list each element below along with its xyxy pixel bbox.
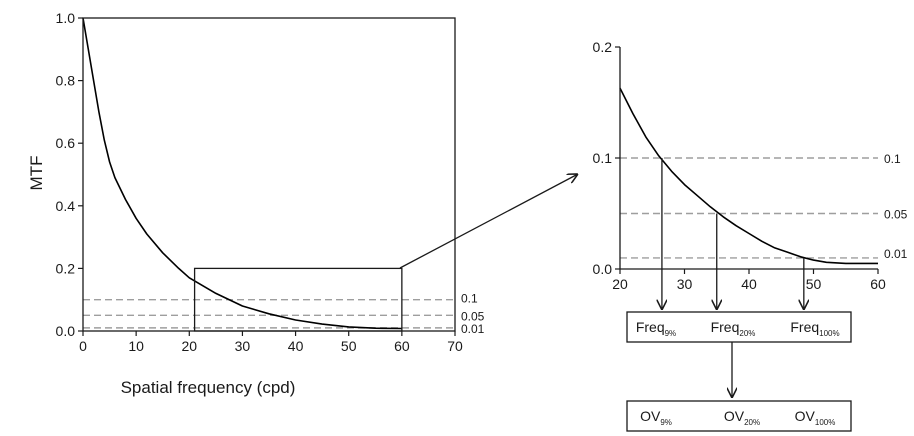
left-threshold-label: 0.05 [461, 309, 485, 323]
left-y-tick-label: 0.4 [56, 198, 76, 214]
right-mtf-curve [619, 87, 878, 265]
zoom-arrow [399, 174, 578, 269]
left-x-tick-label: 40 [288, 338, 304, 354]
right-mtf-curve-group [619, 87, 878, 265]
left-x-tick-label: 20 [181, 338, 197, 354]
frequency-to-ov-flow: Freq9% Freq20% Freq100% OV9% OV20% OV100% [626, 311, 852, 432]
ov-box [626, 400, 852, 432]
mtf-full-range-chart: 0.10.050.01 0 10 20 30 40 50 60 700.00.20.40.60… [27, 10, 485, 397]
left-y-tick-label: 0.0 [56, 323, 76, 339]
freq-label: Freq100% [790, 319, 839, 338]
left-x-tick-label: 60 [394, 338, 410, 354]
left-y-tick-label: 1.0 [56, 10, 76, 26]
zoom-box-rect [193, 267, 403, 332]
right-x-tick-label: 60 [870, 276, 886, 292]
left-x-tick-label: 10 [128, 338, 144, 354]
left-axes: 0 10 20 30 40 50 60 70 0.0 0.2 0.4 0.6 0.8 1.0 [56, 10, 463, 354]
mtf-zoomed-chart: 0.1 0.05 0.01 20 30 40 50 60 0.0 0.1 0.2 [593, 39, 908, 310]
right-y-tick-label: 0.0 [593, 261, 613, 277]
y-axis-label: MTF [27, 156, 46, 191]
ov-label: OV100% [795, 408, 836, 427]
right-threshold-label: 0.1 [884, 152, 901, 166]
left-y-tick-label: 0.8 [56, 73, 76, 89]
left-y-tick-label: 0.6 [56, 135, 76, 151]
right-threshold-label: 0.05 [884, 208, 908, 222]
right-y-tick-label: 0.1 [593, 150, 613, 166]
left-mtf-curve [82, 17, 402, 330]
left-x-tick-label: 50 [341, 338, 357, 354]
left-x-tick-label: 0 [79, 338, 87, 354]
right-threshold-lines: 0.1 0.05 0.01 [620, 152, 908, 261]
left-threshold-label: 0.01 [461, 322, 485, 336]
right-y-tick-label: 0.2 [593, 39, 613, 55]
ov-label: OV20% [724, 408, 760, 427]
right-x-tick-label: 40 [741, 276, 757, 292]
right-threshold-label: 0.01 [884, 247, 908, 261]
left-plot-frame [82, 17, 456, 332]
left-mtf-curve-group [82, 17, 402, 330]
right-x-tick-label: 50 [806, 276, 822, 292]
ov-labels: OV9% OV20% OV100% [640, 408, 835, 427]
left-x-tick-label: 30 [235, 338, 251, 354]
x-axis-label: Spatial frequency (cpd) [121, 378, 296, 397]
zoom-region-box [193, 267, 403, 332]
right-x-tick-label: 30 [677, 276, 693, 292]
freq-label: Freq20% [711, 319, 756, 338]
ov-label: OV9% [640, 408, 672, 427]
crossing-arrows [662, 158, 804, 310]
freq-label: Freq9% [636, 319, 676, 338]
left-x-tick-label: 70 [447, 338, 463, 354]
left-threshold-lines: 0.1 0.050.01 [83, 292, 485, 336]
left-threshold-label: 0.1 [461, 292, 478, 306]
freq-labels: Freq9% Freq20% Freq100% [636, 319, 840, 338]
freq-box [626, 311, 852, 343]
left-y-tick-label: 0.2 [56, 260, 76, 276]
right-axes: 20 30 40 50 60 0.0 0.1 0.2 [593, 39, 886, 292]
right-x-tick-label: 20 [612, 276, 628, 292]
